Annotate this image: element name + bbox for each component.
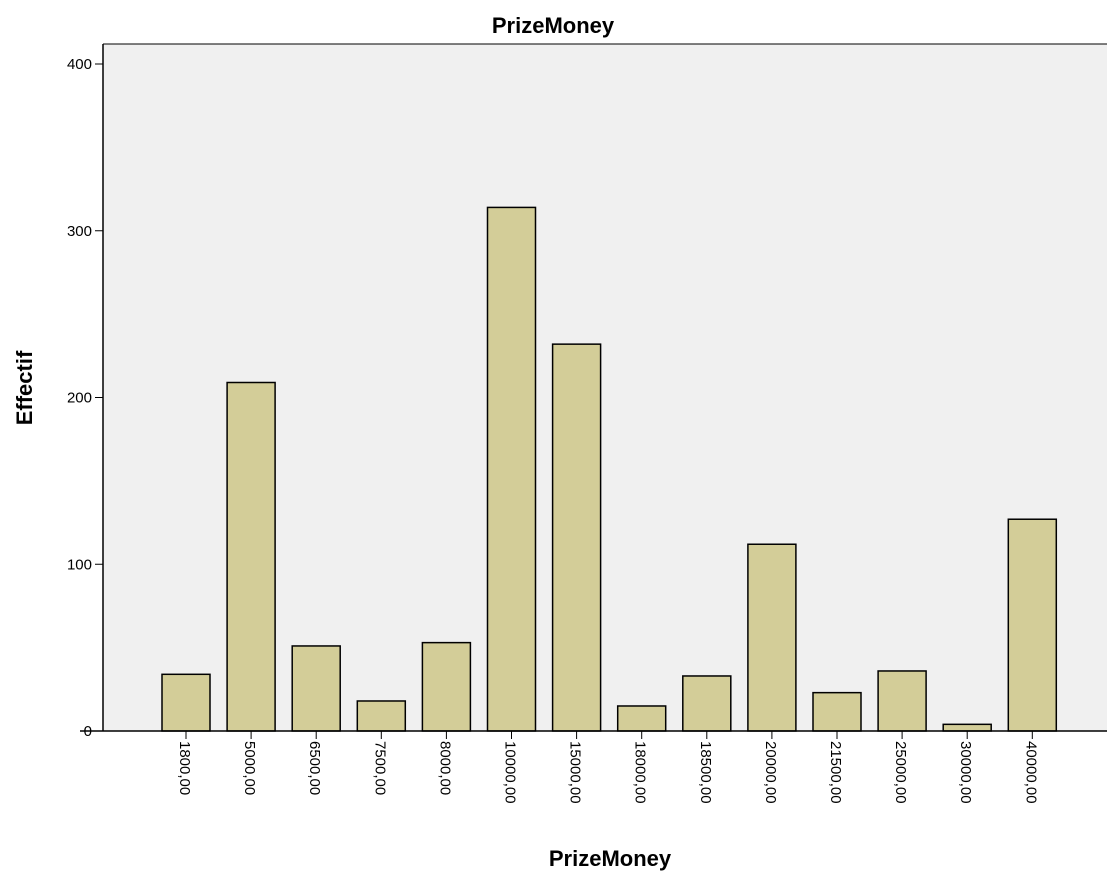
- x-tick-label: 40000,00: [1022, 741, 1039, 804]
- x-tick-label: 6500,00: [306, 741, 323, 795]
- y-tick-label: 400: [67, 56, 92, 73]
- bar: [226, 381, 276, 732]
- bar: [421, 641, 472, 732]
- x-tick-label: 8000,00: [436, 741, 453, 795]
- x-tick-label: 30000,00: [957, 741, 974, 804]
- x-tick-label: 25000,00: [892, 741, 909, 804]
- bar: [942, 723, 992, 732]
- x-axis: 1800,00 5000,00 6500,00 7500,00 8000,00 10000…: [80, 730, 1107, 804]
- bar: [486, 206, 537, 732]
- y-tick-label: 100: [67, 556, 92, 573]
- bar: [551, 343, 602, 732]
- x-tick-label: 1800,00: [176, 741, 193, 795]
- x-tick-label: 18500,00: [697, 741, 714, 804]
- bar: [682, 675, 732, 732]
- y-tick-label: 300: [67, 223, 92, 240]
- bar: [877, 670, 927, 732]
- x-tick-label: 15000,00: [567, 741, 584, 804]
- bar: [812, 691, 862, 732]
- x-tick-label: 10000,00: [502, 741, 519, 804]
- bar: [1007, 518, 1058, 732]
- bar: [616, 705, 667, 732]
- y-axis: 0100200300400: [67, 43, 1107, 740]
- x-tick-label: 21500,00: [827, 741, 844, 804]
- x-tick-label: 7500,00: [371, 741, 388, 795]
- x-axis-title: PrizeMoney: [549, 846, 672, 871]
- bar: [356, 700, 407, 732]
- x-tick-label: 18000,00: [632, 741, 649, 804]
- x-tick-label: 5000,00: [241, 741, 258, 795]
- y-tick-label: 200: [67, 390, 92, 407]
- x-tick-label: 20000,00: [762, 741, 779, 804]
- y-axis-title: Effectif: [12, 350, 37, 425]
- chart-title: PrizeMoney: [492, 13, 615, 38]
- bars: [161, 206, 1058, 732]
- bar: [291, 645, 341, 732]
- bar: [747, 543, 797, 732]
- bar: [161, 673, 211, 732]
